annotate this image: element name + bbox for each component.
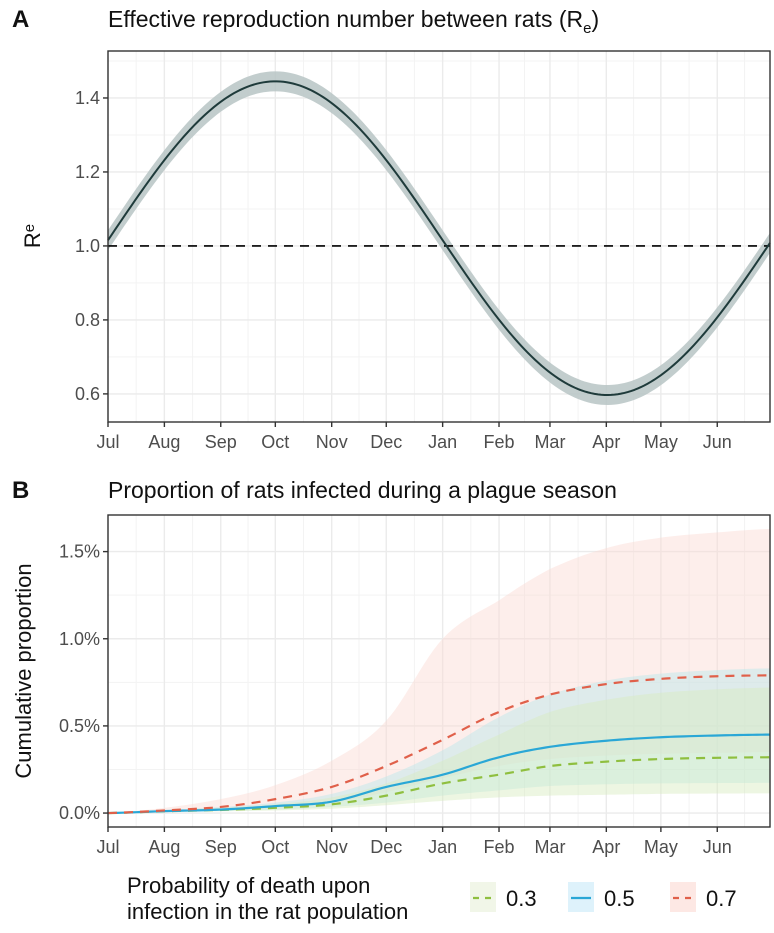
panel-b-x-tick-label: Jun <box>703 837 732 857</box>
panel-a-y-tick-label: 1.2 <box>75 162 100 182</box>
panel-a-x-tick-label: Aug <box>148 432 180 452</box>
panel-b-y-axis-title: Cumulative proportion <box>11 563 36 778</box>
panel-b-ribbon-0-5 <box>108 668 770 814</box>
panel-a: A Effective reproduction number between … <box>12 6 771 452</box>
panel-b-line-0-7 <box>107 674 771 815</box>
panel-b-ribbon-0-7 <box>108 528 770 814</box>
panel-a-y-axis-title: Re <box>20 224 45 248</box>
panel-a-x-tick-label: Jul <box>96 432 119 452</box>
panel-b-y-tick-label: 1.5% <box>59 542 100 562</box>
panel-a-x-tick-label: Mar <box>534 432 565 452</box>
panel-b-line-0-5 <box>107 733 771 815</box>
legend-item-0-5: 0.5 <box>568 882 635 912</box>
panel-a-ribbon-re <box>108 71 770 405</box>
legend: Probability of death upon infection in t… <box>127 873 737 924</box>
panel-a-x-tick-label: Apr <box>592 432 620 452</box>
legend-label: 0.5 <box>604 886 635 911</box>
panel-b-x-tick-label: Sep <box>205 837 237 857</box>
panel-b: B Proportion of rats infected during a p… <box>11 477 771 857</box>
panel-letter-a: A <box>12 6 29 33</box>
panel-b-x-tick-label: Feb <box>484 837 515 857</box>
panel-b-x-tick-label: Dec <box>370 837 402 857</box>
panel-b-title: Proportion of rats infected during a pla… <box>108 477 617 503</box>
panel-a-x-tick-label: Sep <box>205 432 237 452</box>
panel-a-line-re <box>107 80 771 396</box>
panel-a-x-tick-label: Nov <box>316 432 348 452</box>
panel-a-x-tick-label: Jun <box>703 432 732 452</box>
legend-title-line-2: infection in the rat population <box>127 899 408 924</box>
panel-letter-b: B <box>12 477 29 504</box>
legend-label: 0.7 <box>706 886 737 911</box>
panel-b-y-tick-label: 0.5% <box>59 716 100 736</box>
panel-b-y-tick-label: 1.0% <box>59 629 100 649</box>
panel-a-y-tick-label: 1.0 <box>75 236 100 256</box>
panel-a-x-tick-label: Dec <box>370 432 402 452</box>
panel-b-x-tick-label: Jul <box>96 837 119 857</box>
legend-label: 0.3 <box>506 886 537 911</box>
panel-b-frame <box>107 514 771 828</box>
panel-b-x-tick-label: Mar <box>534 837 565 857</box>
panel-a-x-tick-label: May <box>644 432 678 452</box>
panel-a-x-tick-label: Jan <box>428 432 457 452</box>
panel-a-y-tick-label: 0.8 <box>75 310 100 330</box>
panel-b-x-tick-label: May <box>644 837 678 857</box>
panel-b-ribbon-0-3 <box>108 687 770 814</box>
panel-b-x-tick-label: Oct <box>261 837 289 857</box>
panel-b-x-tick-label: Nov <box>316 837 348 857</box>
panel-a-y-tick-label: 0.6 <box>75 384 100 404</box>
legend-item-0-3: 0.3 <box>470 882 537 912</box>
legend-title-line-1: Probability of death upon <box>127 873 370 898</box>
panel-a-x-tick-label: Feb <box>484 432 515 452</box>
panel-b-x-tick-label: Aug <box>148 837 180 857</box>
panel-b-y-tick-label: 0.0% <box>59 803 100 823</box>
panel-a-x-tick-label: Oct <box>261 432 289 452</box>
panel-a-title: Effective reproduction number between ra… <box>108 6 599 37</box>
legend-item-0-7: 0.7 <box>670 882 737 912</box>
panel-b-x-tick-label: Apr <box>592 837 620 857</box>
panel-b-x-tick-label: Jan <box>428 837 457 857</box>
panel-a-y-tick-label: 1.4 <box>75 88 100 108</box>
panel-a-frame <box>107 50 771 423</box>
